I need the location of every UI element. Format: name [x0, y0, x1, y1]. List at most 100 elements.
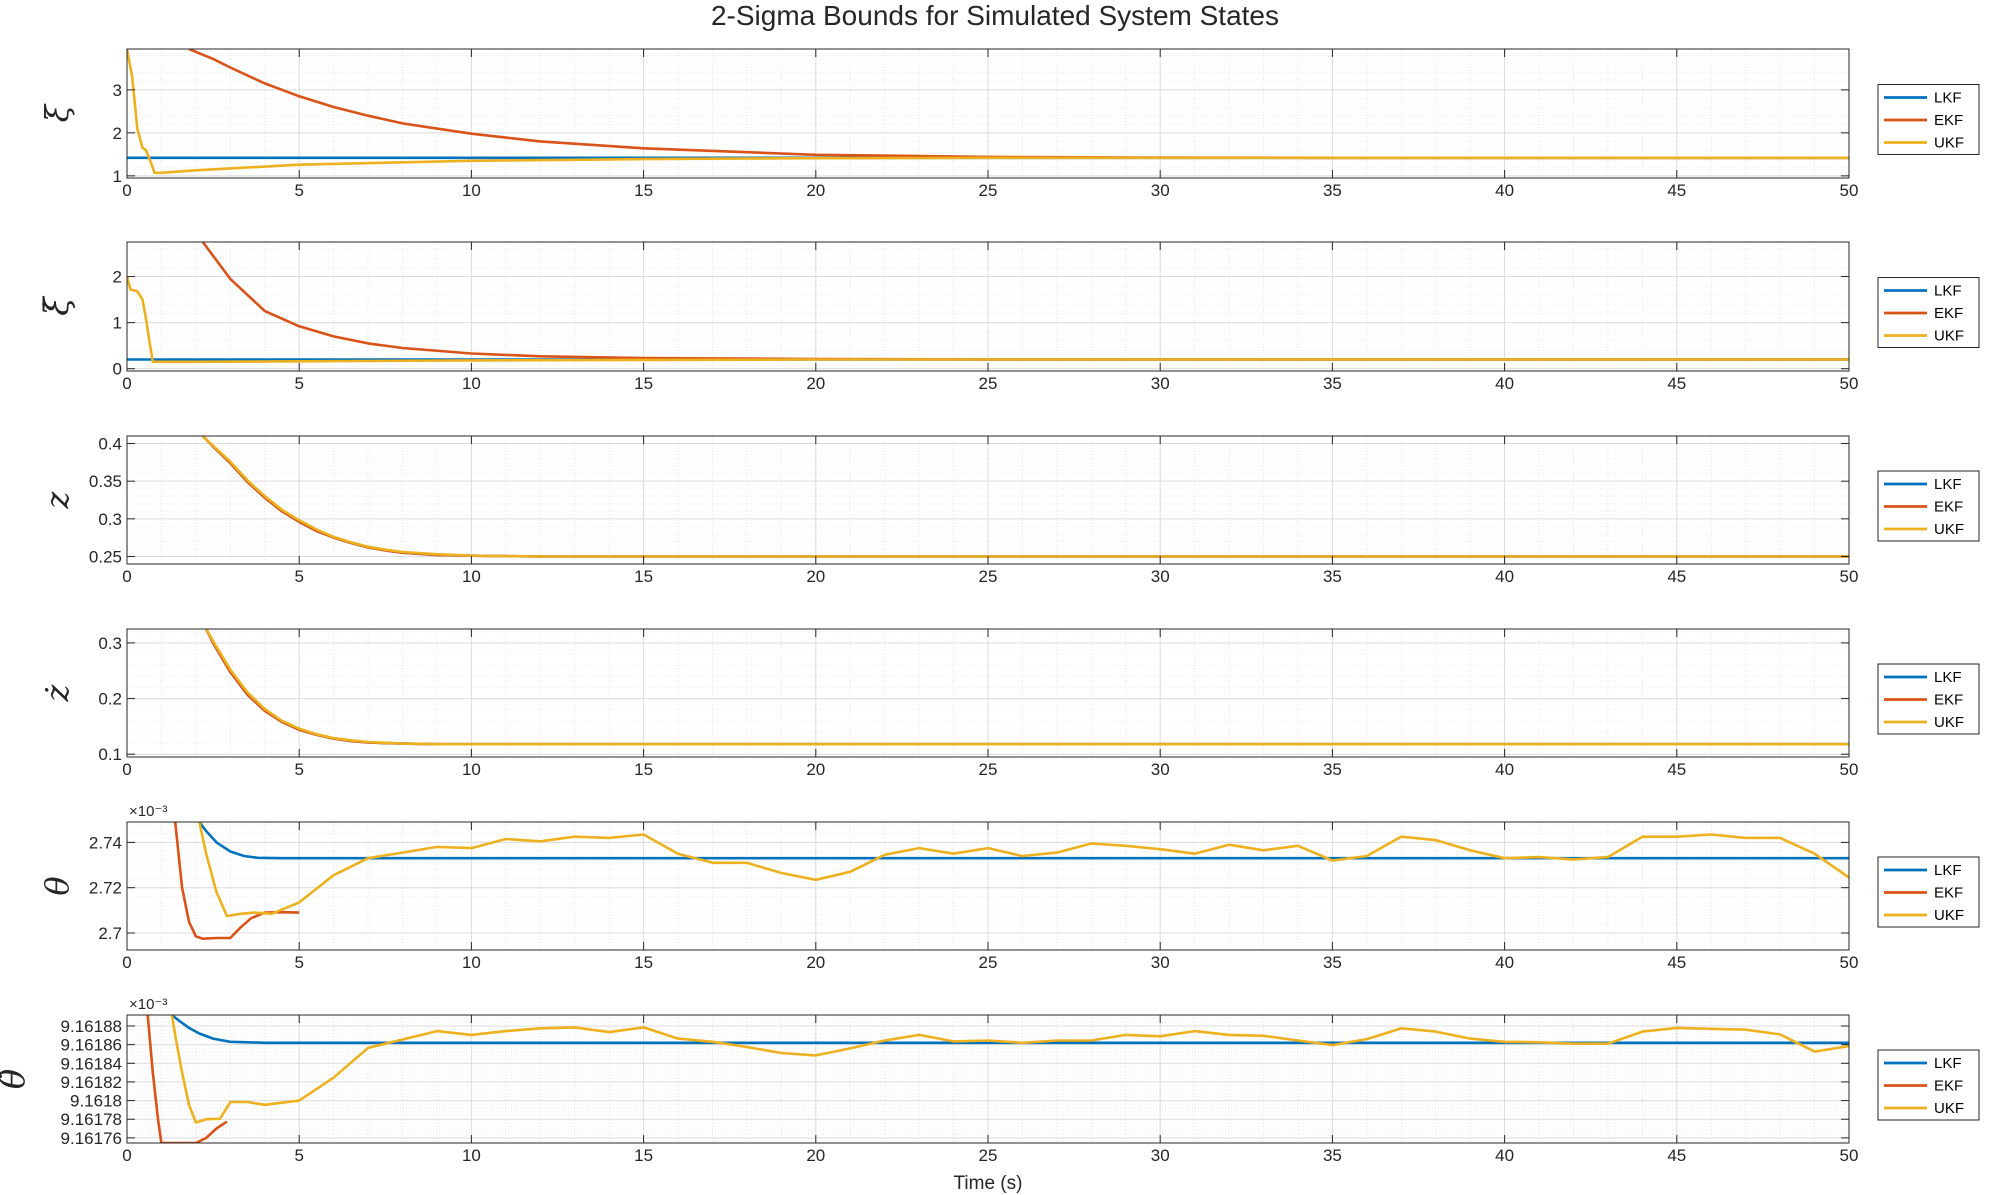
series-line-ekf — [146, 1015, 228, 1143]
x-tick-label: 45 — [1667, 567, 1686, 586]
x-tick-label: 5 — [294, 181, 303, 200]
x-tick-label: 35 — [1323, 181, 1342, 200]
x-tick-label: 20 — [806, 374, 825, 393]
x-tick-label: 35 — [1323, 760, 1342, 779]
legend: LKF EKF UKF — [1877, 470, 1980, 542]
x-tick-label: 15 — [634, 1146, 653, 1165]
y-tick-label: 2 — [113, 124, 122, 143]
x-tick-label: 0 — [122, 760, 131, 779]
x-tick-label: 30 — [1151, 1146, 1170, 1165]
legend-label-ekf: EKF — [1934, 885, 1963, 902]
chart-title: 2-Sigma Bounds for Simulated System Stat… — [711, 0, 1279, 31]
x-tick-label: 20 — [806, 953, 825, 972]
x-tick-label: 20 — [806, 1146, 825, 1165]
x-tick-label: 45 — [1667, 181, 1686, 200]
x-tick-label: 0 — [122, 181, 131, 200]
series-line-ukf — [205, 629, 1849, 746]
x-tick-label: 5 — [294, 760, 303, 779]
y-tick-label: 3 — [113, 81, 122, 100]
x-tick-label: 10 — [462, 374, 481, 393]
y-tick-label: 0.3 — [98, 510, 122, 529]
x-tick-label: 10 — [462, 760, 481, 779]
series-line-ukf — [127, 276, 1849, 364]
y-tick-label: 2.7 — [98, 924, 122, 943]
y-tick-label: 9.16178 — [61, 1110, 122, 1129]
y-axis-label: ξ — [38, 103, 76, 122]
x-tick-label: 5 — [294, 567, 303, 586]
x-tick-label: 30 — [1151, 567, 1170, 586]
x-tick-label: 40 — [1495, 374, 1514, 393]
x-tick-label: 25 — [979, 760, 998, 779]
series-line-lkf — [198, 822, 1849, 860]
series-line-ukf — [201, 436, 1849, 558]
x-tick-label: 5 — [294, 953, 303, 972]
y-tick-label: 9.16186 — [61, 1036, 122, 1055]
legend-label-ekf: EKF — [1934, 1078, 1963, 1095]
series-line-ukf — [127, 49, 1849, 175]
x-tick-label: 0 — [122, 953, 131, 972]
series-group — [173, 822, 1849, 941]
legend-label-lkf: LKF — [1934, 476, 1962, 493]
x-tick-label: 10 — [462, 1146, 481, 1165]
x-tick-label: 20 — [806, 760, 825, 779]
legend-label-ukf: UKF — [1934, 521, 1964, 538]
series-line-ukf — [198, 822, 1849, 918]
x-tick-label: 0 — [122, 567, 131, 586]
x-tick-label: 25 — [979, 567, 998, 586]
y-tick-label: 1 — [113, 167, 122, 186]
x-tick-label: 0 — [122, 374, 131, 393]
x-tick-label: 5 — [294, 1146, 303, 1165]
legend-label-ukf: UKF — [1934, 135, 1964, 152]
panel-3: 0 5 10 15 20 25 30 35 40 45 50 0.25 0.3 0.35 0.4 z LKF EK… — [38, 435, 1980, 586]
legend-label-lkf: LKF — [1934, 90, 1962, 107]
x-tick-label: 15 — [634, 374, 653, 393]
x-tick-label: 35 — [1323, 1146, 1342, 1165]
y-tick-label: 9.16188 — [61, 1017, 122, 1036]
legend-label-ekf: EKF — [1934, 112, 1963, 129]
y-axis-label: z — [38, 490, 76, 509]
x-tick-label: 50 — [1840, 374, 1859, 393]
series-group — [127, 242, 1849, 364]
x-tick-label: 30 — [1151, 953, 1170, 972]
x-tick-label: 40 — [1495, 567, 1514, 586]
y-axis-label: θ̇ — [0, 1069, 33, 1089]
legend-label-ukf: UKF — [1934, 907, 1964, 924]
series-line-lkf — [170, 1015, 1849, 1045]
legend: LKF EKF UKF — [1877, 277, 1980, 348]
legend: LKF EKF UKF — [1877, 663, 1980, 735]
y-tick-label: 0.4 — [98, 435, 122, 454]
x-tick-label: 30 — [1151, 374, 1170, 393]
legend-label-lkf: LKF — [1934, 1055, 1962, 1072]
x-tick-label: 45 — [1667, 374, 1686, 393]
y-exponent-label: ×10⁻³ — [129, 996, 167, 1013]
panel-1: 0 5 10 15 20 25 30 35 40 45 50 1 2 3 ξ LKF EKF UKF — [38, 48, 1980, 200]
x-tick-label: 40 — [1495, 181, 1514, 200]
series-group — [205, 629, 1849, 746]
x-tick-label: 35 — [1323, 953, 1342, 972]
x-tick-label: 50 — [1840, 760, 1859, 779]
x-tick-label: 10 — [462, 953, 481, 972]
x-tick-label: 30 — [1151, 181, 1170, 200]
x-tick-label: 25 — [979, 1146, 998, 1165]
x-tick-label: 15 — [634, 760, 653, 779]
x-tick-label: 5 — [294, 374, 303, 393]
x-tick-label: 50 — [1840, 567, 1859, 586]
y-tick-label: 0.3 — [98, 634, 122, 653]
legend-label-ukf: UKF — [1934, 328, 1964, 345]
x-tick-label: 45 — [1667, 1146, 1686, 1165]
legend-label-ukf: UKF — [1934, 714, 1964, 731]
x-tick-label: 20 — [806, 567, 825, 586]
y-tick-label: 9.16184 — [61, 1054, 122, 1073]
x-tick-label: 15 — [634, 181, 653, 200]
y-tick-label: 2.74 — [89, 833, 122, 852]
x-tick-label: 30 — [1151, 760, 1170, 779]
x-tick-label: 40 — [1495, 760, 1514, 779]
legend-label-ekf: EKF — [1934, 692, 1963, 709]
x-tick-label: 15 — [634, 567, 653, 586]
y-tick-label: 0.35 — [89, 472, 122, 491]
y-tick-label: 0.2 — [98, 690, 122, 709]
legend-label-lkf: LKF — [1934, 283, 1962, 300]
y-tick-label: 2 — [113, 268, 122, 287]
y-axis-label: ż — [38, 683, 76, 702]
y-axis-label: θ — [38, 876, 76, 895]
